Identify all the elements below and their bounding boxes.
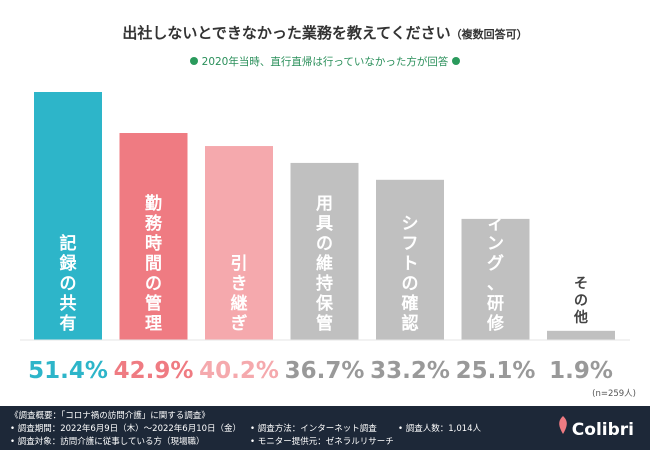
bar <box>290 162 359 340</box>
bar <box>34 92 102 340</box>
footer-period: • 調査期間：2022年6月9日（木）～2022年6月10日（金） <box>10 424 242 434</box>
bar <box>205 146 273 340</box>
category-label: 用具の維持保管 <box>315 194 334 334</box>
value-label: 42.9% <box>114 358 194 384</box>
footer-heading: 《調査概要：「コロナ禍の訪問介護」に関する調査》 <box>10 411 210 421</box>
title-note: （複数回答可） <box>450 28 528 41</box>
hummingbird-icon <box>559 416 567 434</box>
category-label: 勤務時間の管理 <box>145 194 163 334</box>
category-label: 引き継ぎ <box>231 254 248 334</box>
sample-size-note: (n=259人) <box>592 389 636 399</box>
value-label: 25.1% <box>456 358 536 384</box>
value-label: 51.4% <box>28 358 108 384</box>
bar <box>547 330 615 340</box>
category-label: その他 <box>573 276 588 326</box>
category-label: シフトの確認 <box>402 214 419 334</box>
value-label: 1.9% <box>549 358 613 384</box>
footer-target: • 調査対象：訪問介護に従事している方（現場職） <box>10 437 205 447</box>
footer-count: • 調査人数：1,014人 <box>398 424 482 434</box>
footer-method: • 調査方法：インターネット調査 <box>250 424 377 434</box>
value-label: 33.2% <box>370 358 450 384</box>
value-label: 40.2% <box>199 358 279 384</box>
chart-title: 出社しないとできなかった業務を教えてください（複数回答可） <box>0 22 650 43</box>
bar <box>461 218 530 340</box>
survey-footer: 《調査概要：「コロナ禍の訪問介護」に関する調査》 • 調査期間：2022年6月9… <box>0 406 650 450</box>
subtitle: 2020年当時、直行直帰は行っていなかった方が回答 <box>0 54 650 69</box>
title-main: 出社しないとできなかった業務を教えてください <box>122 24 451 42</box>
footer-provider: • モニター提供元：ゼネラルリサーチ <box>250 437 394 447</box>
category-label: 記録の共有 <box>60 233 78 334</box>
green-dot-icon <box>189 57 198 65</box>
bar-chart: 記録の共有 51.4% 勤務時間の管理 42.9% 引き継ぎ 40.2% 用具の維持保管 36… <box>20 92 636 399</box>
colibri-logo: Colibri <box>571 420 634 440</box>
green-dot-icon <box>452 57 461 65</box>
bar <box>119 133 188 340</box>
value-label: 36.7% <box>285 358 365 384</box>
category-label: ミーティング、研修 <box>486 154 505 334</box>
bar <box>376 179 444 340</box>
subtitle-text: 2020年当時、直行直帰は行っていなかった方が回答 <box>201 56 449 68</box>
